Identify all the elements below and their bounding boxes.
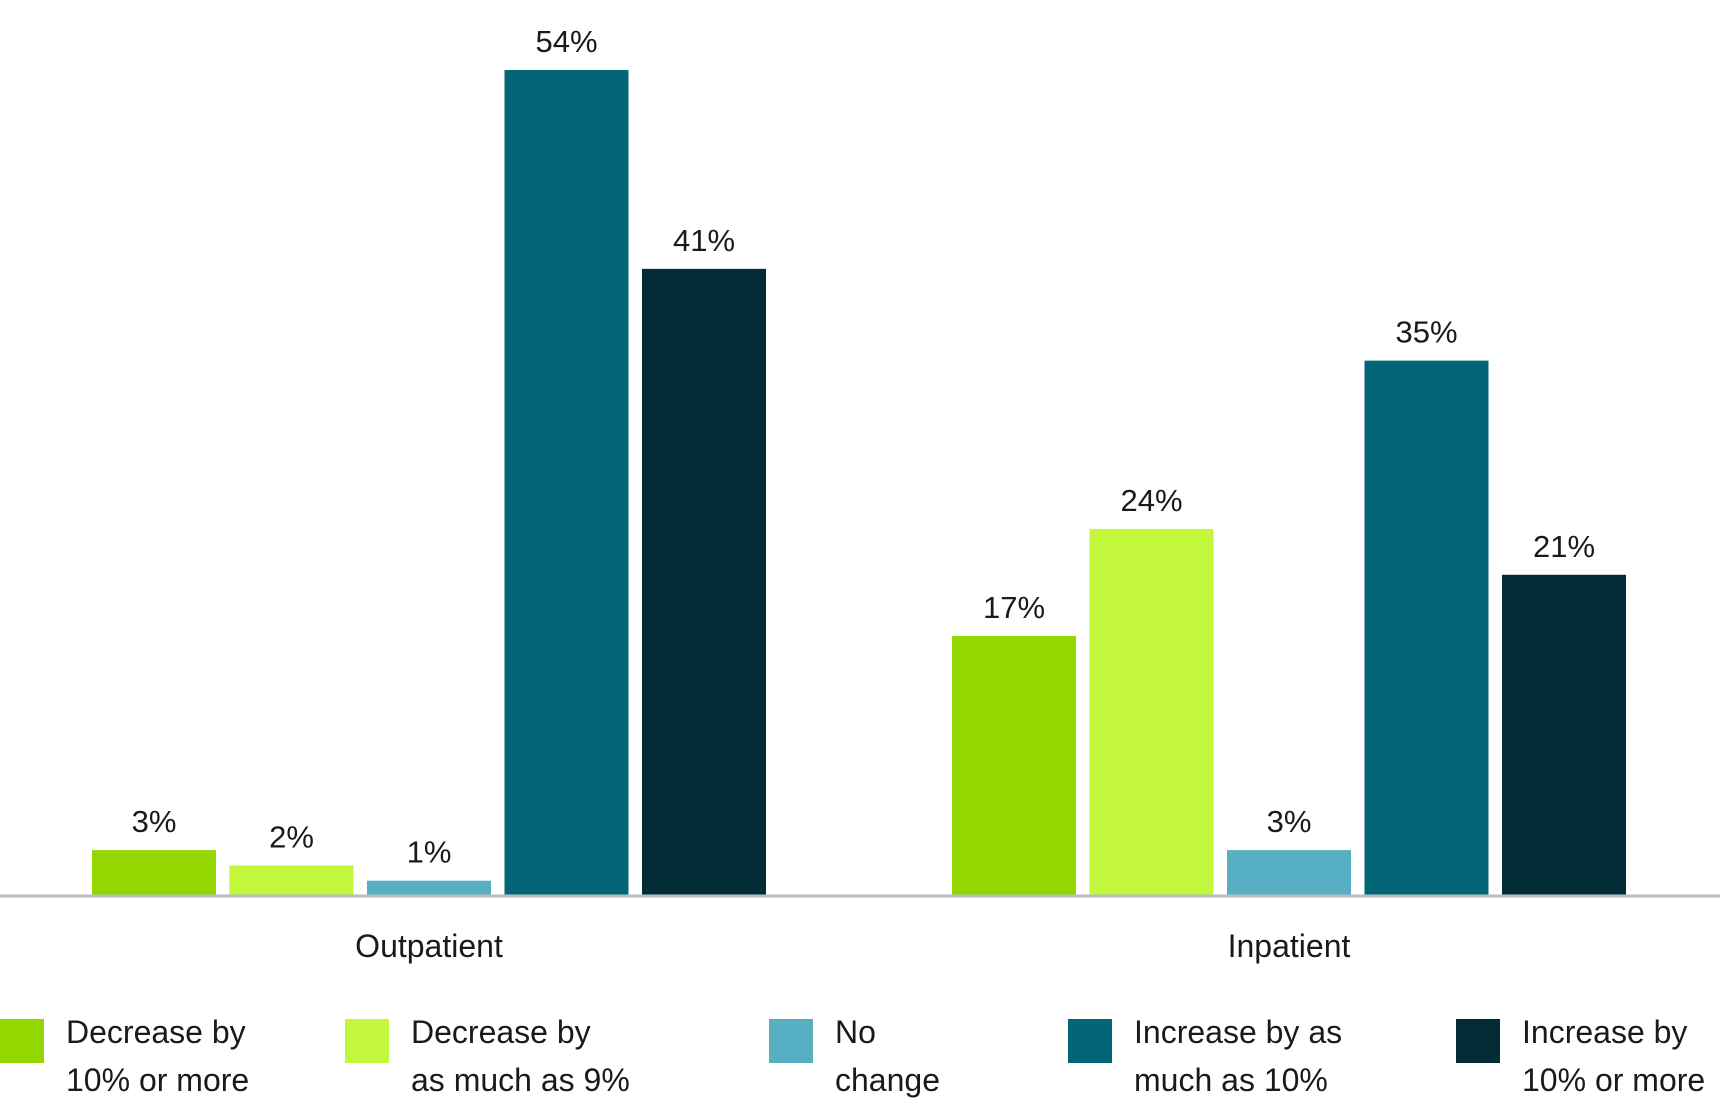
bar-outpatient-increase-by-10-or-more bbox=[642, 268, 766, 897]
bars-layer bbox=[92, 70, 1626, 897]
bar-outpatient-no-change bbox=[367, 880, 491, 896]
value-label-outpatient-increase-by-as-much-as-10: 54% bbox=[535, 24, 597, 59]
legend-label-line-1: Increase by bbox=[1522, 1014, 1687, 1050]
bar-outpatient-decrease-by-10-or-more bbox=[92, 850, 216, 896]
value-label-inpatient-decrease-by-as-much-as-9: 24% bbox=[1120, 483, 1182, 518]
value-label-outpatient-decrease-by-as-much-as-9: 2% bbox=[269, 819, 314, 854]
legend-label-line-1: Increase by as bbox=[1134, 1014, 1342, 1050]
legend-swatch-no-change bbox=[769, 1019, 813, 1063]
legend-label-line-1: Decrease by bbox=[66, 1014, 246, 1050]
bar-inpatient-increase-by-as-much-as-10 bbox=[1364, 360, 1489, 896]
legend-item-no-change: No change bbox=[769, 1014, 940, 1098]
category-labels-layer: Outpatient Inpatient bbox=[355, 928, 1350, 964]
value-label-inpatient-no-change: 3% bbox=[1267, 804, 1312, 839]
value-label-inpatient-decrease-by-10-or-more: 17% bbox=[983, 590, 1045, 625]
legend-item-decrease-by-10-or-more: Decrease by 10% or more bbox=[0, 1014, 249, 1098]
legend-label-line-2: much as 10% bbox=[1134, 1062, 1328, 1098]
legend-label-line-1: Decrease by bbox=[411, 1014, 591, 1050]
bar-inpatient-no-change bbox=[1227, 850, 1351, 896]
legend-label-line-2: 10% or more bbox=[1522, 1062, 1705, 1098]
bar-inpatient-decrease-by-10-or-more bbox=[952, 635, 1076, 896]
legend: Decrease by 10% or more Decrease by as much… bbox=[0, 1014, 1705, 1098]
legend-label-line-2: change bbox=[835, 1062, 940, 1098]
legend-item-decrease-by-as-much-as-9: Decrease by as much as 9% bbox=[345, 1014, 630, 1098]
bar-inpatient-increase-by-10-or-more bbox=[1502, 574, 1626, 896]
value-label-inpatient-increase-by-10-or-more: 21% bbox=[1533, 529, 1595, 564]
legend-item-increase-by-10-or-more: Increase by 10% or more bbox=[1456, 1014, 1705, 1098]
legend-swatch-increase-by-10-or-more bbox=[1456, 1019, 1500, 1063]
value-label-outpatient-decrease-by-10-or-more: 3% bbox=[132, 804, 177, 839]
bar-inpatient-decrease-by-as-much-as-9 bbox=[1089, 528, 1214, 896]
legend-label-line-1: No bbox=[835, 1014, 876, 1050]
value-labels-layer: 3% 2% 1% 54% 41% 17% 24% 3% 35% 21% bbox=[132, 24, 1595, 870]
bar-outpatient-increase-by-as-much-as-10 bbox=[504, 70, 629, 896]
value-label-inpatient-increase-by-as-much-as-10: 35% bbox=[1395, 315, 1457, 350]
legend-swatch-decrease-by-as-much-as-9 bbox=[345, 1019, 389, 1063]
legend-label-line-2: as much as 9% bbox=[411, 1062, 630, 1098]
legend-swatch-decrease-by-10-or-more bbox=[0, 1019, 44, 1063]
legend-swatch-increase-by-as-much-as-10 bbox=[1068, 1019, 1112, 1063]
legend-item-increase-by-as-much-as-10: Increase by as much as 10% bbox=[1068, 1014, 1342, 1098]
value-label-outpatient-no-change: 1% bbox=[407, 835, 452, 870]
category-label-outpatient: Outpatient bbox=[355, 928, 503, 964]
bar-outpatient-decrease-by-as-much-as-9 bbox=[229, 865, 354, 896]
category-label-inpatient: Inpatient bbox=[1228, 928, 1351, 964]
value-label-outpatient-increase-by-10-or-more: 41% bbox=[673, 223, 735, 258]
legend-label-line-2: 10% or more bbox=[66, 1062, 249, 1098]
